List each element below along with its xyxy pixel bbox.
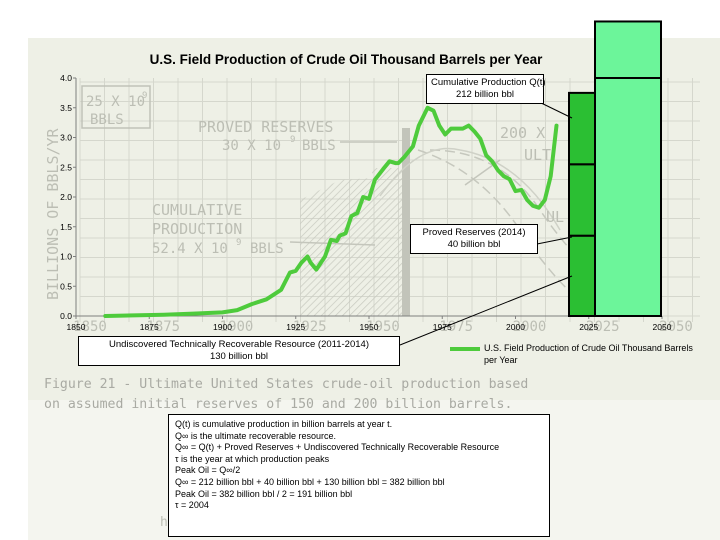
scan-label-production: PRODUCTION xyxy=(152,220,242,238)
formula-line: Q∞ is the ultimate recoverable resource. xyxy=(175,430,336,441)
scan-label-200x: 200 X xyxy=(500,124,545,142)
scan-label-30x10: 30 X 10 xyxy=(222,138,281,154)
formula-line: τ is the year at which production peaks xyxy=(175,453,330,464)
scan-x-label: 1950 xyxy=(366,319,400,335)
scan-x-label: 2025 xyxy=(586,319,620,335)
scan-x-label: 1850 xyxy=(73,319,107,335)
y-tick-label: 3.5 xyxy=(60,103,72,113)
bar-layer xyxy=(568,20,662,317)
chart-title: U.S. Field Production of Crude Oil Thous… xyxy=(150,52,544,67)
formula-line: Q∞ = 212 billion bbl + 40 billion bbl + … xyxy=(175,476,445,487)
scan-label-25x10: 25 X 10 xyxy=(86,94,145,110)
x-tick-label: 1925 xyxy=(286,322,305,332)
scan-x-labels: 1850 1875 1900 1925 1950 1975 2000 2025 2050 xyxy=(73,319,693,335)
scan-dashed-envelope xyxy=(379,147,561,231)
legend-label: U.S. Field Production of Crude Oil Thous… xyxy=(484,343,693,365)
resource-bar-segment xyxy=(568,234,596,317)
series-line-production xyxy=(103,105,559,318)
scan-arrow-line xyxy=(289,241,376,246)
callout-undiscovered-line1: Undiscovered Technically Recoverable Res… xyxy=(109,339,369,350)
scan-x-label: 1900 xyxy=(220,319,254,335)
x-tick-label: 1950 xyxy=(360,322,379,332)
formula-line: Q(t) is cumulative production in billion… xyxy=(175,419,393,429)
x-tick-label: 2025 xyxy=(579,322,598,332)
y-tick-label: 0.0 xyxy=(60,311,72,321)
scan-x-label: 1925 xyxy=(293,319,327,335)
scan-x-label: 1975 xyxy=(439,319,473,335)
callout-cumulative-line2: 212 billion bbl xyxy=(455,89,515,100)
figure-caption-line1: Figure 21 - Ultimate United States crude… xyxy=(44,377,529,392)
series-layer xyxy=(103,105,559,318)
scan-label-bbls-3: BBLS xyxy=(250,241,284,257)
scan-y-axis-label: BILLIONS OF BBLS/YR xyxy=(44,127,62,300)
callout-cumulative: Cumulative Production Q(t) 212 billion b… xyxy=(426,74,546,104)
scan-label-ul: UL xyxy=(546,208,564,226)
scan-label-exp-2: 9 xyxy=(290,135,295,145)
pointer-undiscovered xyxy=(399,275,573,346)
x-tick-label: 1900 xyxy=(213,322,232,332)
y-tick-label: 1.0 xyxy=(60,252,72,262)
y-tick-label: 3.0 xyxy=(60,133,72,143)
resource-bar-segment xyxy=(594,20,662,80)
scan-x-label: 2050 xyxy=(659,319,693,335)
formula-line: Q∞ = Q(t) + Proved Reserves + Undiscover… xyxy=(175,442,500,453)
scan-label-exp-1: 9 xyxy=(142,91,147,101)
callout-undiscovered: Undiscovered Technically Recoverable Res… xyxy=(78,336,400,366)
pointer-proved xyxy=(536,236,573,245)
x-tick-label: 2000 xyxy=(506,322,525,332)
callout-undiscovered-line2: 130 billion bbl xyxy=(209,351,269,362)
scan-dark-band xyxy=(402,128,410,316)
formula-line: Peak Oil = Q∞/2 xyxy=(175,465,241,476)
y-axis-ticks: 0.0 0.5 1.0 1.5 2.0 2.5 3.0 3.5 4.0 xyxy=(60,73,76,321)
y-tick-label: 0.5 xyxy=(60,281,72,291)
formula-line: Peak Oil = 382 billion bbl / 2 = 191 bil… xyxy=(175,488,353,499)
legend-swatch xyxy=(450,347,480,351)
callout-proved: Proved Reserves (2014) 40 billion bbl xyxy=(410,224,538,254)
x-tick-label: 2050 xyxy=(653,322,672,332)
resource-bar-segment xyxy=(568,163,596,237)
scan-label-bbls-1: BBLS xyxy=(90,112,124,128)
scan-label-h: h xyxy=(160,515,168,530)
x-tick-label: 1875 xyxy=(140,322,159,332)
y-tick-label: 4.0 xyxy=(60,73,72,83)
scan-box xyxy=(81,85,151,129)
resource-bar-segment xyxy=(568,91,596,166)
callout-cumulative-line1: Cumulative Production Q(t) xyxy=(431,77,546,88)
scan-label-cumulative: CUMULATIVE xyxy=(152,201,242,219)
y-tick-label: 1.5 xyxy=(60,222,72,232)
x-tick-label: 1850 xyxy=(67,322,86,332)
formula-line: τ = 2004 xyxy=(175,500,209,511)
callout-proved-line2: 40 billion bbl xyxy=(447,239,501,250)
figure-caption-line2: on assumed initial reserves of 150 and 2… xyxy=(44,397,513,412)
y-tick-label: 2.0 xyxy=(60,192,72,202)
scan-x-label: 1875 xyxy=(146,319,180,335)
scan-labels: BILLIONS OF BBLS/YR 25 X 10 9 BBLS PROVE… xyxy=(44,91,564,530)
scan-label-52x10: 52.4 X 10 xyxy=(152,241,228,257)
formula-box: Q(t) is cumulative production in billion… xyxy=(168,414,550,537)
scan-label-exp-3: 9 xyxy=(236,238,241,248)
scan-x-label: 2000 xyxy=(513,319,547,335)
callout-proved-line1: Proved Reserves (2014) xyxy=(422,227,526,238)
scan-label-ult: ULT xyxy=(524,146,551,164)
x-tick-label: 1975 xyxy=(433,322,452,332)
figure-caption: Figure 21 - Ultimate United States crude… xyxy=(44,375,720,415)
scan-label-bbls-2: BBLS xyxy=(302,138,336,154)
scan-hatched-region-2 xyxy=(372,168,402,316)
scan-label-proved-reserves: PROVED RESERVES xyxy=(198,118,333,136)
resource-bar-segment xyxy=(594,77,662,317)
y-tick-label: 2.5 xyxy=(60,162,72,172)
